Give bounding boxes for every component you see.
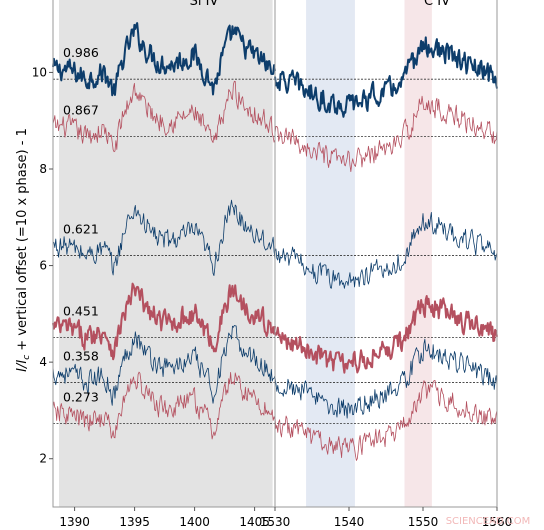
axes-frame-1 bbox=[274, 0, 498, 508]
series-0.273-panel-0 bbox=[52, 371, 276, 440]
series-0.358-panel-1 bbox=[274, 338, 498, 419]
y-tick-label-2: 6 bbox=[39, 259, 47, 273]
phase-label-2: 0.621 bbox=[63, 221, 99, 236]
x-tick-label-1-0: 1530 bbox=[260, 515, 291, 529]
y-axis-label: I/Ic + vertical offset (=10 x phase) - 1 bbox=[15, 128, 32, 372]
x-tick-label-0-1: 1395 bbox=[119, 515, 150, 529]
y-tick-label-4: 10 bbox=[32, 65, 47, 79]
series-0.621-panel-0 bbox=[52, 199, 276, 276]
series-0.451-panel-0 bbox=[52, 282, 276, 361]
y-tick-label-0: 2 bbox=[39, 452, 47, 466]
series-0.867-panel-0 bbox=[52, 80, 276, 153]
x-tick-label-1-1: 1540 bbox=[334, 515, 365, 529]
x-tick-label-0-0: 1390 bbox=[59, 515, 90, 529]
phase-label-0: 0.986 bbox=[63, 45, 99, 60]
series-0.451-panel-1 bbox=[274, 295, 498, 374]
series-0.621-panel-1 bbox=[274, 212, 498, 289]
x-tick-label-1-2: 1550 bbox=[408, 515, 439, 529]
phase-label-3: 0.451 bbox=[63, 304, 99, 319]
y-tick-label-1: 4 bbox=[39, 355, 47, 369]
y-axis-ticks: 2 4 6 8 10 bbox=[32, 65, 53, 466]
phase-labels: 0.986 0.867 0.621 0.451 0.358 0.273 bbox=[63, 45, 99, 404]
ion-label-1: C IV bbox=[424, 0, 450, 9]
series-0.867-panel-1 bbox=[274, 95, 498, 173]
shaded-bands bbox=[59, 0, 432, 507]
x-tick-label-0-3: 1405 bbox=[239, 515, 270, 529]
phase-label-1: 0.867 bbox=[63, 103, 99, 118]
axes-frames bbox=[52, 0, 498, 508]
shaded-band-1 bbox=[306, 0, 355, 507]
watermark: SCIENCEAD.COM bbox=[446, 516, 531, 527]
series-0.986-panel-1 bbox=[274, 36, 498, 118]
x-tick-label-0-2: 1400 bbox=[179, 515, 210, 529]
series-0.273-panel-1 bbox=[274, 380, 498, 461]
phase-label-5: 0.273 bbox=[63, 389, 99, 404]
ion-label-0: Si IV bbox=[190, 0, 219, 9]
phase-label-4: 0.358 bbox=[63, 348, 99, 363]
series-0.358-panel-0 bbox=[52, 325, 276, 406]
y-tick-label-3: 8 bbox=[39, 162, 47, 176]
ion-labels: Si IV C IV bbox=[190, 0, 450, 9]
series-0.986-panel-0 bbox=[52, 22, 276, 97]
x-tick-label-1-3: 1560 bbox=[482, 515, 513, 529]
series-lines bbox=[52, 22, 498, 461]
